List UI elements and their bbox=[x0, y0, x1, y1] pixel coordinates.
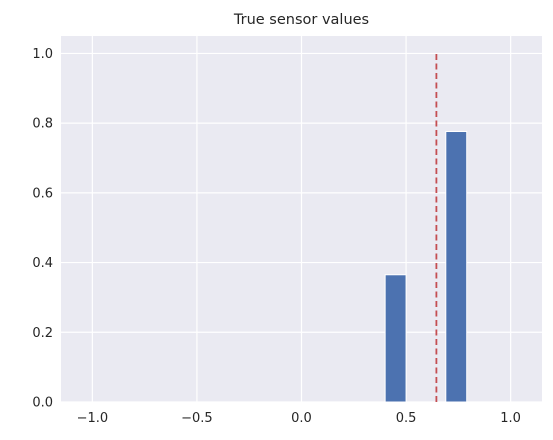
y-tick-label: 0.4 bbox=[32, 256, 53, 271]
y-tick-label: 0.0 bbox=[32, 396, 53, 411]
y-tick-label: 0.6 bbox=[32, 186, 53, 201]
x-tick-label: −1.0 bbox=[77, 411, 109, 426]
bar bbox=[384, 274, 407, 403]
chart-title: True sensor values bbox=[233, 12, 369, 28]
y-tick-label: 0.2 bbox=[32, 326, 53, 341]
bars bbox=[384, 131, 468, 403]
y-axis-ticks: 0.0 0.2 0.4 0.6 0.8 1.0 bbox=[32, 47, 53, 411]
x-tick-label: 0.0 bbox=[291, 411, 312, 426]
bar bbox=[445, 131, 468, 403]
y-tick-label: 1.0 bbox=[32, 47, 53, 62]
x-tick-label: 1.0 bbox=[500, 411, 521, 426]
grid-lines bbox=[61, 36, 542, 403]
x-axis-ticks: −1.0 −0.5 0.0 0.5 1.0 bbox=[77, 411, 521, 426]
x-tick-label: −0.5 bbox=[181, 411, 213, 426]
x-tick-label: 0.5 bbox=[396, 411, 417, 426]
y-tick-label: 0.8 bbox=[32, 117, 53, 132]
